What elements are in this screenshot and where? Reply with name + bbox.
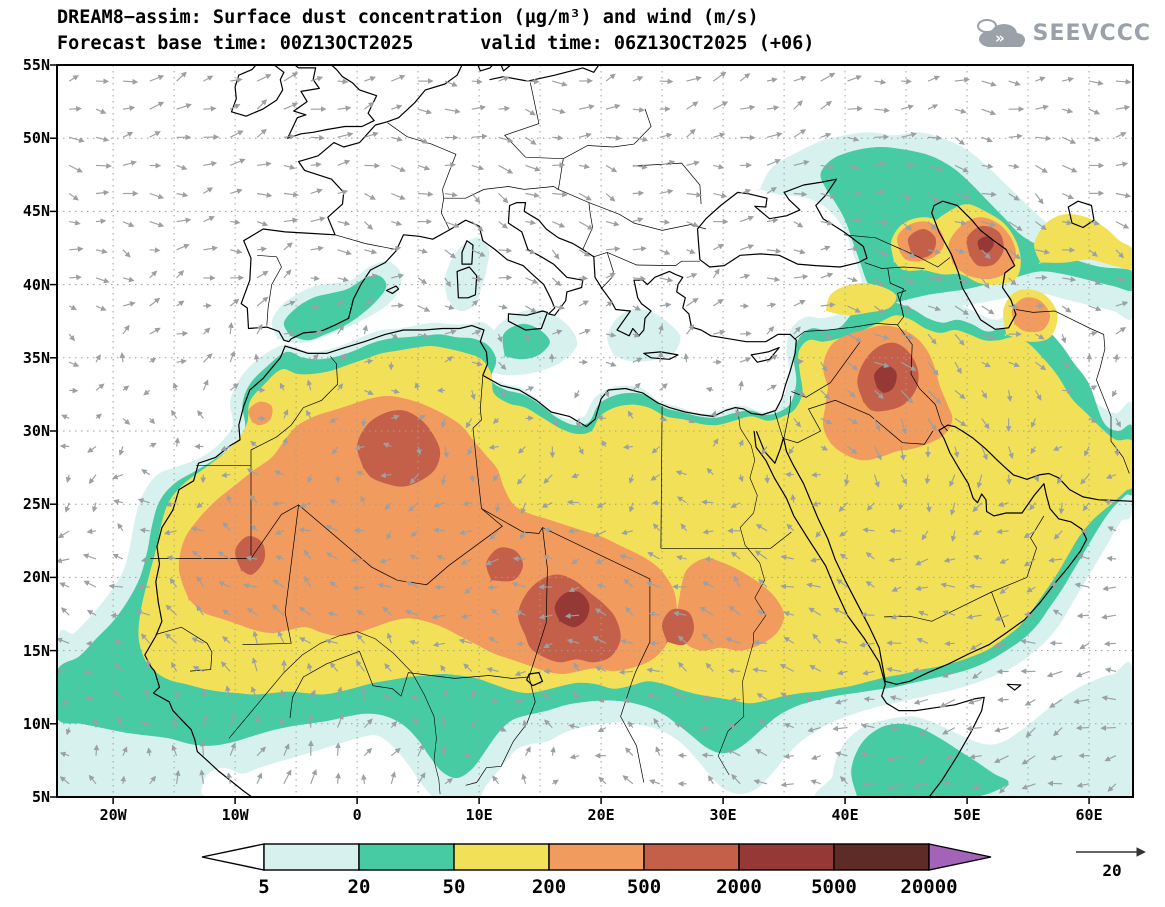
colorbar-segment	[643, 843, 740, 871]
chart-subtitle: Forecast base time: 00Z13OCT2025 valid t…	[57, 33, 815, 54]
lon-axis-label: 50E	[953, 806, 981, 824]
lat-axis-label: 55N	[22, 56, 50, 74]
wind-reference: 20	[1070, 845, 1154, 880]
lat-axis-label: 40N	[22, 275, 50, 294]
country-borders	[150, 82, 1130, 786]
colorbar-segment	[263, 843, 360, 871]
lon-axis-label: 10E	[465, 806, 493, 824]
lat-axis-label: 50N	[22, 129, 50, 148]
colorbar-above-max	[928, 843, 992, 871]
seevccc-logo-text: SEEVCCC	[1032, 20, 1151, 46]
colorbar-level-label: 20	[348, 876, 371, 898]
lon-axis-label: 20W	[99, 806, 127, 824]
wind-arrows	[57, 71, 1132, 794]
lon-axis-label: 40E	[831, 806, 859, 824]
lat-axis-label: 45N	[22, 202, 50, 221]
lat-axis-label: 5N	[31, 788, 50, 806]
lon-axis-label: 30E	[709, 806, 737, 824]
colorbar-segment	[548, 843, 645, 871]
colorbar-segment	[833, 843, 930, 871]
colorbar-level-label: 5	[258, 876, 269, 898]
colorbar-level-label: 5000	[811, 876, 857, 898]
colorbar-level-label: 2000	[716, 876, 762, 898]
colorbar-level-label: 50	[443, 876, 466, 898]
colorbar-segment	[358, 843, 455, 871]
colorbar-level-label: 500	[627, 876, 661, 898]
colorbar: 5 20 50 200 500 2000 5000 20000	[201, 843, 992, 898]
lon-axis-label: 10W	[221, 806, 249, 824]
lat-axis-label: 20N	[22, 568, 50, 587]
rivers	[228, 408, 767, 795]
colorbar-segment	[738, 843, 835, 871]
chart-title: DREAM8−assim: Surface dust concentration…	[57, 7, 759, 28]
dust-shading	[57, 132, 1133, 797]
colorbar-level-label: 200	[532, 876, 566, 898]
axis-ticks	[50, 64, 1090, 804]
lat-axis-label: 10N	[22, 714, 50, 733]
seevccc-logo: » SEEVCCC	[974, 16, 1151, 50]
seevccc-cloud-icon: »	[976, 19, 1025, 47]
lon-axis-label: 0	[352, 806, 362, 824]
dust-concentration-map	[50, 64, 1134, 804]
svg-text:»: »	[995, 29, 1005, 47]
wind-reference-arrow-icon	[1076, 847, 1146, 857]
colorbar-level-label: 20000	[900, 876, 957, 898]
lat-axis-label: 35N	[22, 348, 50, 367]
colorbar-below-min	[201, 843, 265, 871]
lon-axis-label: 20E	[587, 806, 615, 824]
lat-axis-label: 15N	[22, 641, 50, 660]
lat-axis-label: 25N	[22, 495, 50, 514]
lat-axis-label: 30N	[22, 422, 50, 440]
lon-axis-label: 60E	[1075, 806, 1103, 824]
colorbar-segment	[453, 843, 550, 871]
coastlines	[144, 65, 1133, 797]
wind-reference-label: 20	[1102, 861, 1122, 880]
